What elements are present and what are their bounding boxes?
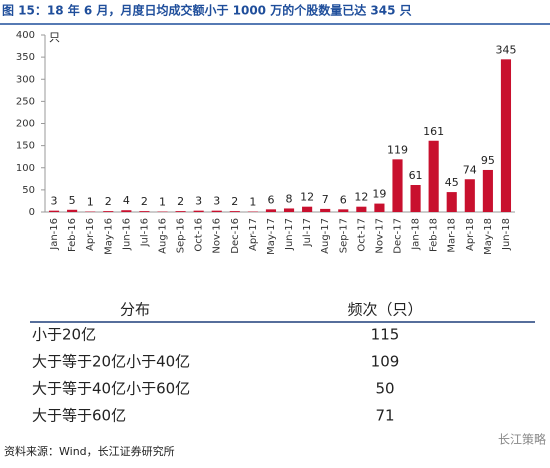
bar	[284, 208, 294, 212]
value-label: 95	[481, 154, 495, 167]
x-tick-label: Apr-16	[85, 218, 96, 251]
bar	[103, 211, 113, 212]
x-tick-label: Dec-16	[230, 218, 241, 254]
value-label: 2	[177, 195, 184, 208]
value-label: 8	[286, 192, 293, 205]
y-tick-label: 200	[16, 119, 35, 130]
x-tick-label: Jan-16	[49, 218, 60, 251]
bar	[230, 211, 240, 212]
chart-title: 图 15：18 年 6 月，月度日均成交额小于 1000 万的个股数量已达 34…	[2, 3, 412, 18]
y-tick-label: 350	[16, 52, 35, 63]
x-tick-label: Oct-16	[194, 218, 205, 252]
value-label: 2	[231, 195, 238, 208]
bar	[338, 209, 348, 212]
bar	[212, 211, 222, 212]
value-label: 12	[300, 191, 314, 204]
x-tick-label: Sep-16	[176, 218, 187, 253]
bar	[139, 211, 149, 212]
x-tick-label: Apr-18	[465, 218, 476, 251]
x-tick-label: Jul-17	[302, 218, 313, 247]
bar	[447, 192, 457, 212]
x-tick-label: Feb-18	[429, 218, 440, 252]
bar	[374, 204, 384, 212]
bar	[320, 209, 330, 212]
bar	[501, 59, 511, 212]
value-label: 45	[445, 176, 459, 189]
bar	[411, 185, 421, 212]
y-tick-label: 300	[16, 74, 35, 85]
y-tick-label: 150	[16, 141, 35, 152]
value-label: 2	[141, 195, 148, 208]
table-cell: 50	[375, 380, 394, 398]
table-header: 分布	[120, 301, 150, 319]
value-label: 7	[322, 193, 329, 206]
value-label: 3	[195, 195, 202, 208]
value-label: 5	[69, 194, 76, 207]
x-tick-label: Jul-16	[139, 218, 150, 247]
bar	[176, 211, 186, 212]
watermark: 长江策略	[498, 432, 546, 447]
bar	[302, 207, 312, 212]
value-label: 6	[267, 193, 274, 206]
x-tick-label: Jun-16	[121, 218, 132, 251]
y-tick-label: 250	[16, 96, 35, 107]
x-tick-label: Dec-17	[393, 218, 404, 254]
x-tick-label: May-18	[483, 218, 494, 255]
x-tick-label: Nov-17	[374, 218, 385, 254]
table-cell: 109	[371, 353, 400, 371]
y-tick-label: 0	[29, 207, 35, 218]
bar	[194, 211, 204, 212]
value-label: 74	[463, 163, 477, 176]
value-label: 61	[409, 169, 423, 182]
value-label: 12	[354, 191, 368, 204]
y-tick-label: 100	[16, 163, 35, 174]
value-label: 161	[423, 125, 444, 138]
x-tick-label: Jan-18	[411, 218, 422, 251]
value-label: 3	[213, 195, 220, 208]
value-label: 119	[387, 143, 408, 156]
x-tick-label: Jun-17	[284, 218, 295, 251]
bar	[266, 209, 276, 212]
x-tick-label: Apr-17	[248, 218, 259, 251]
bar	[483, 170, 493, 212]
table-cell: 小于20亿	[32, 326, 96, 344]
y-tick-label: 400	[16, 30, 35, 41]
bar	[465, 179, 475, 212]
table-cell: 大于等于40亿小于60亿	[32, 380, 190, 398]
y-tick-label: 50	[22, 185, 35, 196]
value-label: 4	[123, 194, 130, 207]
table-header: 频次（只）	[347, 301, 422, 319]
value-label: 3	[51, 195, 58, 208]
table-cell: 大于等于60亿	[32, 407, 126, 425]
value-label: 2	[105, 195, 112, 208]
x-tick-label: Mar-18	[447, 218, 458, 253]
bar	[356, 207, 366, 212]
bar	[121, 210, 131, 212]
x-tick-label: Aug-16	[158, 218, 169, 254]
x-tick-label: Jun-18	[501, 218, 512, 251]
y-unit: 只	[49, 31, 60, 44]
value-label: 6	[340, 193, 347, 206]
table-cell: 115	[371, 326, 400, 344]
x-tick-label: Sep-17	[338, 218, 349, 253]
bar	[392, 159, 402, 212]
bar	[429, 141, 439, 212]
value-label: 345	[495, 43, 516, 56]
x-tick-label: Oct-17	[356, 218, 367, 252]
x-tick-label: May-16	[103, 218, 114, 255]
bar	[49, 211, 59, 212]
value-label: 19	[372, 188, 386, 201]
value-label: 1	[87, 196, 94, 209]
value-label: 1	[159, 196, 166, 209]
x-tick-label: May-17	[266, 218, 277, 255]
x-tick-label: Feb-16	[67, 218, 78, 252]
x-tick-label: Nov-16	[212, 218, 223, 254]
table-cell: 大于等于20亿小于40亿	[32, 353, 190, 371]
bar	[67, 210, 77, 212]
x-tick-label: Aug-17	[320, 218, 331, 254]
table-cell: 71	[375, 407, 394, 425]
source: 资料来源：Wind，长江证券研究所	[4, 444, 175, 458]
value-label: 1	[249, 196, 256, 209]
